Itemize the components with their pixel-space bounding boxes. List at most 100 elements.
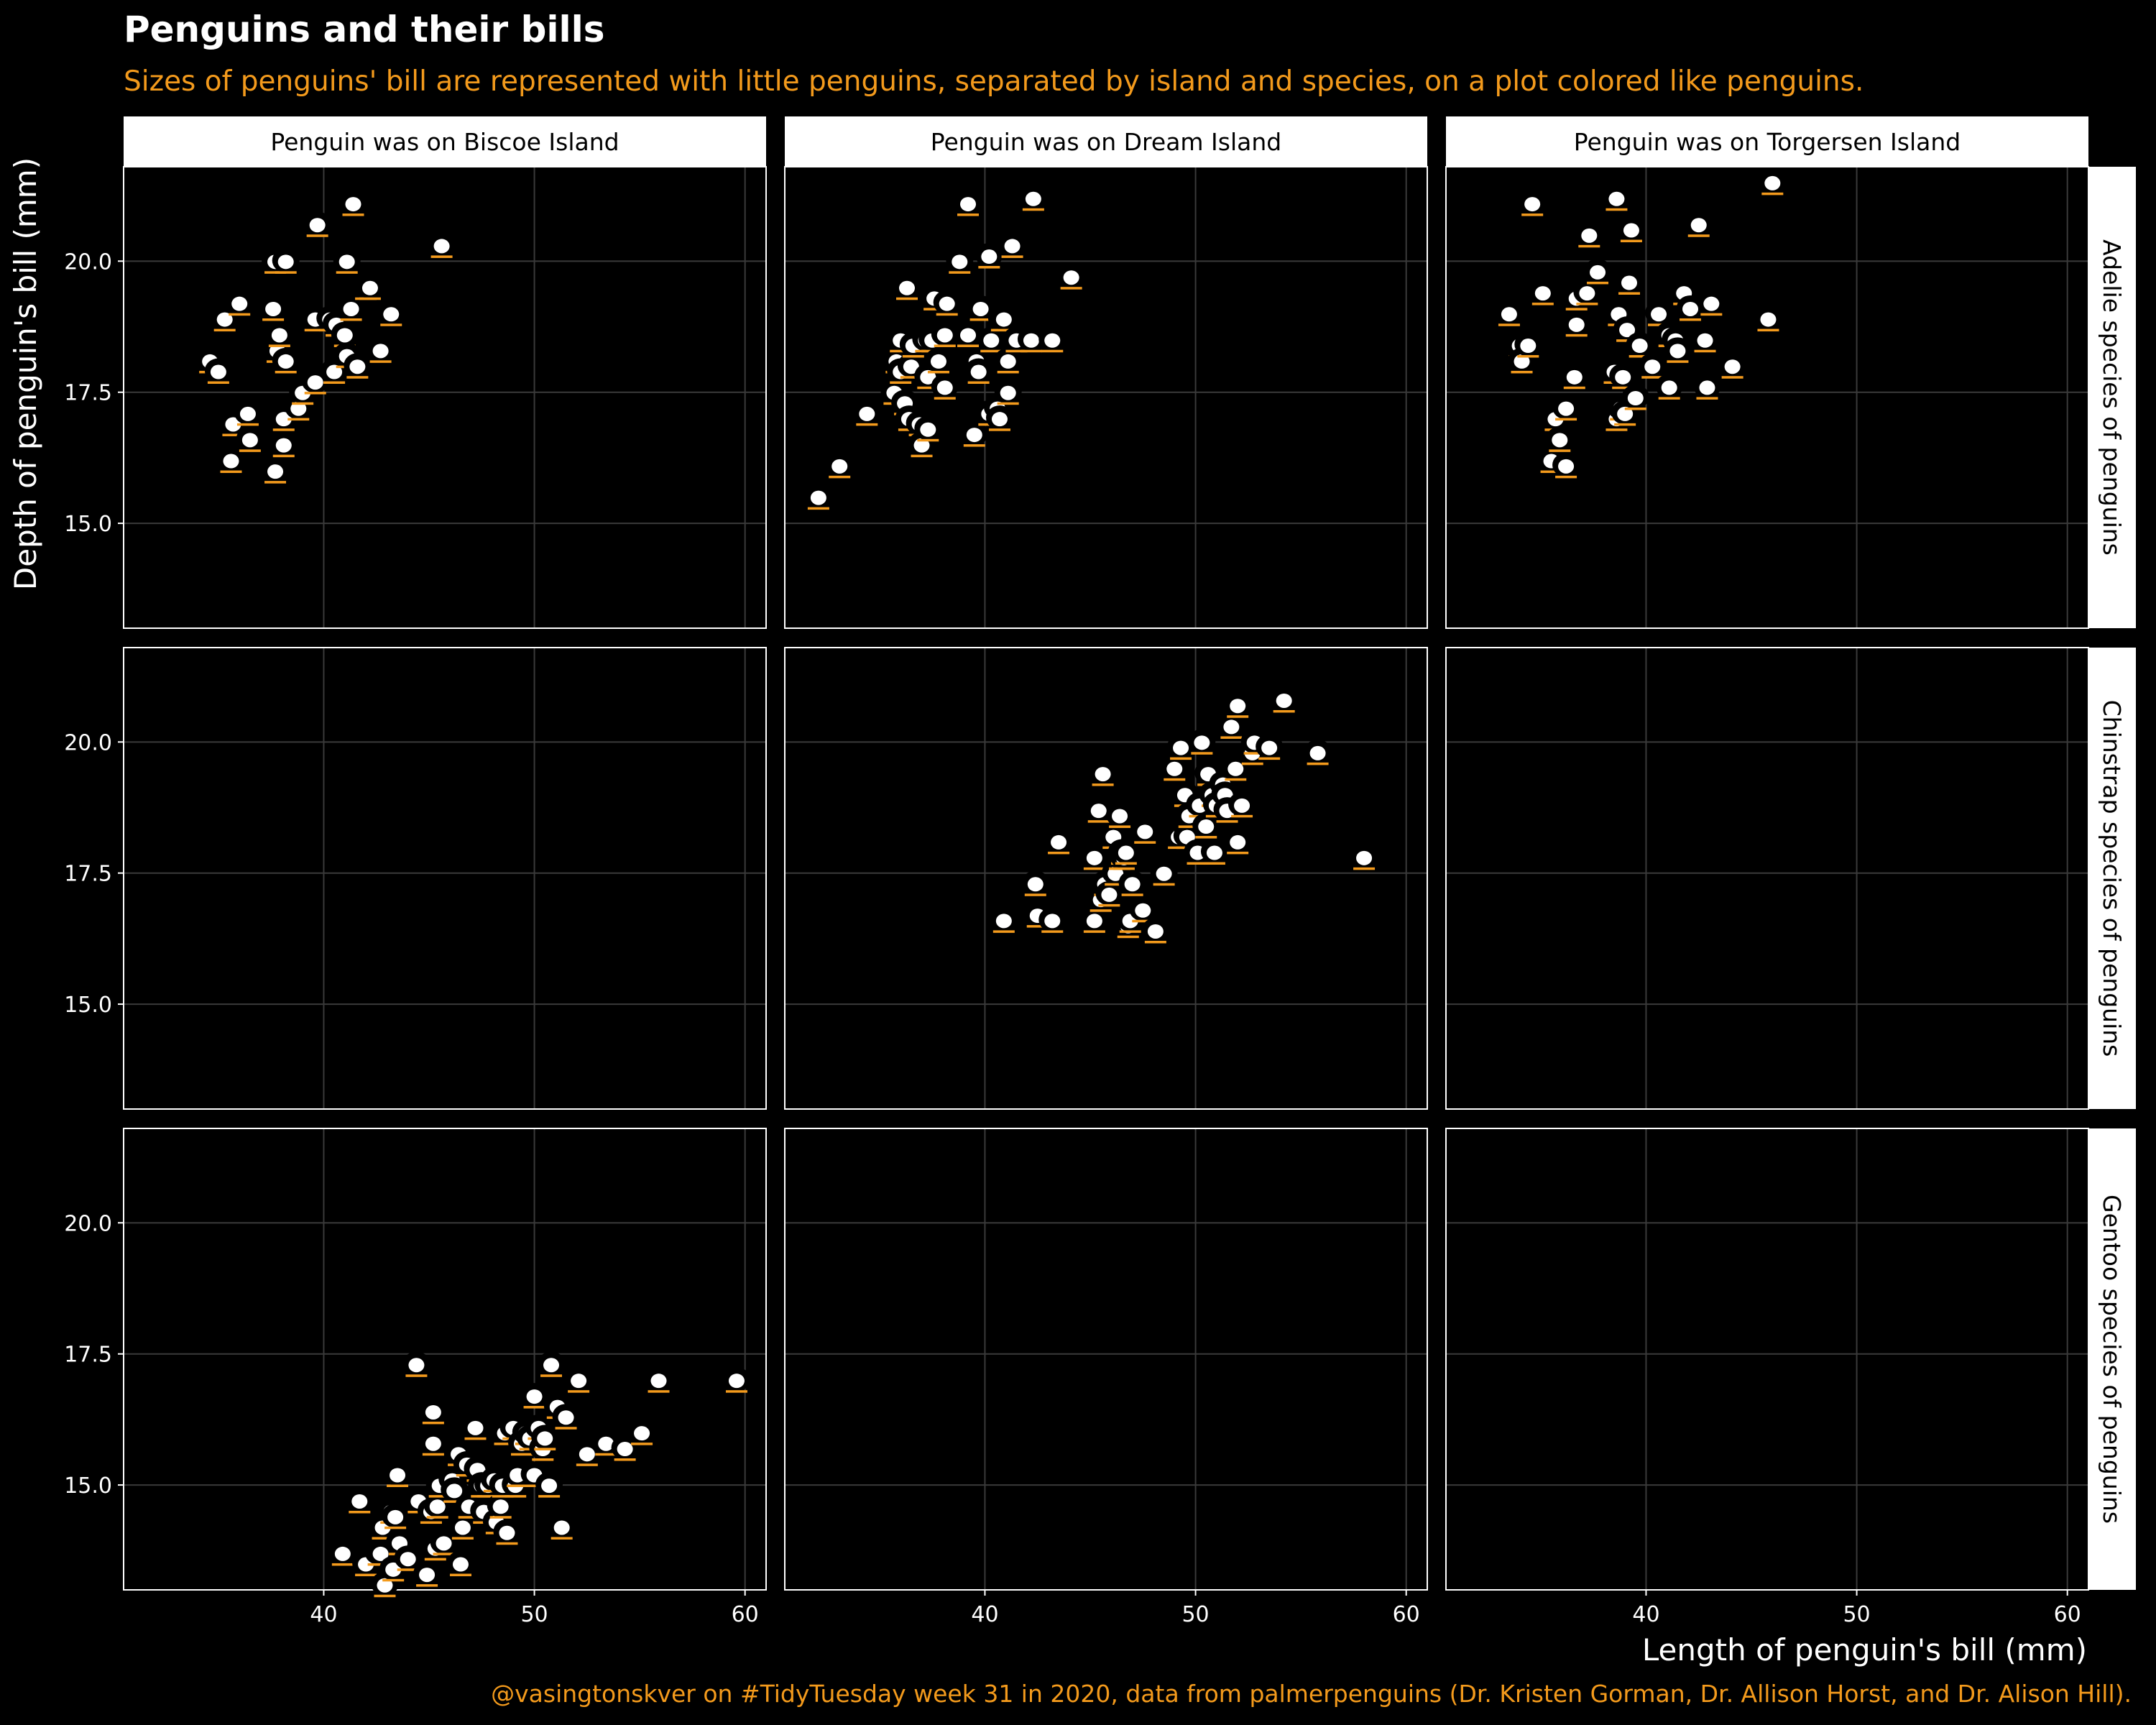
penguin-point	[1224, 692, 1252, 718]
penguin-belly	[526, 1389, 543, 1404]
penguin-belly	[1558, 459, 1575, 474]
penguin-point	[1697, 290, 1726, 316]
penguin-belly	[1356, 850, 1373, 865]
penguin-point	[1584, 258, 1612, 285]
x-tick-label: 60	[1393, 1602, 1420, 1627]
penguin-point	[1350, 844, 1378, 870]
penguin-belly	[558, 1410, 574, 1425]
penguin-feet	[272, 454, 295, 458]
penguin-belly	[385, 1562, 402, 1577]
y-tick-label: 17.5	[64, 381, 112, 406]
penguin-point	[933, 290, 961, 316]
penguin-belly	[1690, 218, 1707, 233]
penguin-feet	[725, 1390, 747, 1393]
penguin-feet	[349, 1510, 371, 1514]
penguin-belly	[995, 914, 1012, 929]
penguin-feet	[1531, 303, 1554, 305]
penguin-belly	[995, 312, 1012, 327]
penguin-belly	[936, 380, 953, 395]
penguin-point	[628, 1420, 656, 1445]
penguin-feet	[1628, 355, 1651, 358]
penguin-point	[382, 1503, 410, 1530]
penguin-feet	[1060, 287, 1082, 290]
x-tick-label: 40	[971, 1602, 998, 1627]
row-strip	[2088, 648, 2136, 1109]
penguin-feet	[268, 344, 290, 347]
penguin-feet	[262, 318, 285, 321]
penguin-point	[367, 337, 395, 363]
penguin-belly	[1566, 369, 1583, 385]
penguin-belly	[499, 1525, 515, 1540]
penguin-feet	[1115, 862, 1137, 865]
penguin-point	[1664, 337, 1692, 363]
penguin-feet	[1511, 370, 1533, 374]
penguin-feet	[1024, 893, 1046, 896]
penguin-point	[1167, 734, 1195, 760]
penguin-point	[448, 1514, 476, 1540]
penguin-belly	[939, 296, 955, 311]
penguin-point	[535, 1472, 563, 1498]
penguin-belly	[452, 1557, 469, 1572]
penguin-point	[270, 431, 298, 458]
penguin-belly	[436, 1536, 452, 1551]
row-strip-label: Chinstrap species of penguins	[2098, 700, 2126, 1057]
row-strip-label: Gentoo species of penguins	[2098, 1195, 2126, 1524]
penguin-belly	[1107, 866, 1124, 881]
penguin-point	[946, 248, 974, 274]
penguin-feet	[220, 470, 242, 474]
penguin-feet	[1098, 903, 1120, 907]
penguin-point	[924, 347, 952, 374]
penguin-feet	[355, 1573, 377, 1577]
penguin-belly	[1135, 903, 1151, 918]
penguin-feet	[1517, 355, 1539, 358]
penguin-belly	[960, 197, 977, 212]
penguin-feet	[1041, 930, 1064, 933]
penguin-feet	[896, 297, 918, 300]
penguin-belly	[309, 218, 326, 233]
penguin-point	[402, 1351, 430, 1377]
column-strip-label: Penguin was on Dream Island	[931, 128, 1281, 156]
penguin-belly	[231, 296, 248, 311]
panel-background	[1446, 648, 2088, 1109]
penguin-belly	[425, 1404, 441, 1420]
penguin-point	[303, 211, 331, 237]
penguin-belly	[1276, 693, 1292, 708]
y-tick-label: 15.0	[64, 993, 112, 1018]
penguin-feet	[1614, 423, 1636, 426]
penguin-belly	[1025, 191, 1041, 206]
penguin-belly	[1086, 914, 1102, 929]
penguin-belly	[1764, 175, 1781, 190]
penguin-belly	[1118, 845, 1134, 860]
penguin-belly	[1703, 296, 1720, 311]
penguin-feet	[1258, 757, 1281, 760]
penguin-feet	[829, 475, 851, 479]
panel-background	[124, 1128, 766, 1590]
x-tick-label: 40	[310, 1602, 337, 1627]
penguin-belly	[446, 1484, 463, 1499]
penguin-feet	[422, 1453, 444, 1456]
penguin-feet	[856, 423, 878, 426]
penguin-point	[1645, 300, 1673, 326]
penguin-belly	[1651, 307, 1667, 322]
penguin-belly	[1661, 380, 1677, 395]
penguin-point	[259, 295, 287, 321]
penguin-feet	[1083, 867, 1105, 870]
penguin-feet	[614, 1458, 636, 1461]
penguin-feet	[978, 266, 1000, 269]
penguin-point	[1021, 870, 1049, 896]
penguin-feet	[1648, 323, 1670, 326]
penguin-belly	[454, 1520, 471, 1535]
penguin-feet	[1353, 867, 1376, 870]
penguin-feet	[372, 1537, 394, 1540]
penguin-belly	[1173, 740, 1189, 755]
penguin-belly	[216, 312, 233, 327]
penguin-feet	[1231, 814, 1253, 818]
penguin-point	[1057, 264, 1085, 290]
penguin-belly	[1644, 359, 1661, 374]
panel-background	[785, 1128, 1427, 1590]
penguin-point	[954, 321, 982, 347]
penguin-feet	[1144, 940, 1166, 944]
penguin-feet	[967, 381, 990, 385]
penguin-point	[1188, 729, 1216, 755]
row-strip-label: Adelie species of penguins	[2098, 239, 2126, 556]
